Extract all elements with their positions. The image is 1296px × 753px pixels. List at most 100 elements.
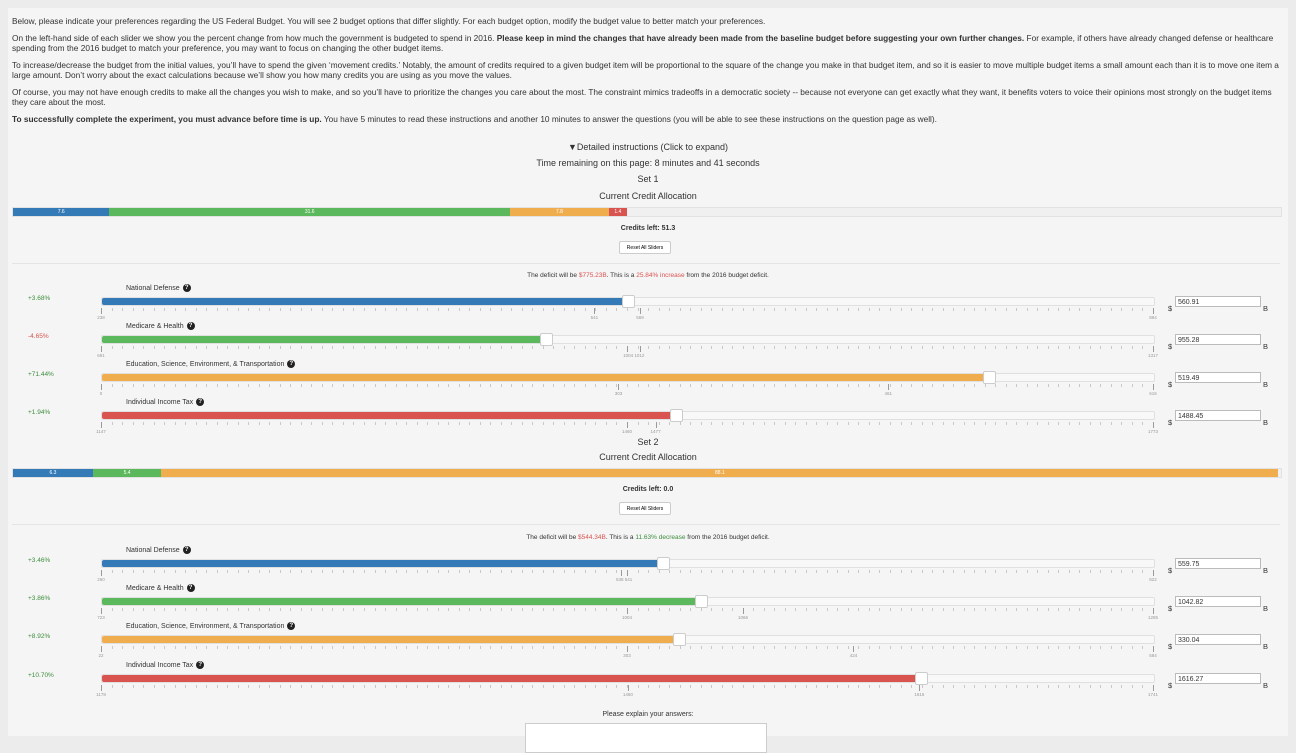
major-tick (640, 346, 642, 352)
minor-tick (521, 346, 523, 349)
set2-reset-button[interactable]: Reset All Sliders (619, 502, 671, 515)
minor-tick (763, 570, 765, 573)
tick-label: 1773 (1147, 429, 1159, 434)
minor-tick (500, 346, 502, 349)
minor-tick (185, 570, 187, 573)
minor-tick (342, 422, 344, 425)
minor-tick (826, 570, 828, 573)
slider-handle[interactable] (540, 333, 554, 346)
billion-unit: B (1263, 380, 1269, 389)
minor-tick (974, 422, 976, 425)
minor-tick (648, 422, 650, 425)
minor-tick (132, 384, 134, 387)
minor-tick (563, 685, 565, 688)
question-circle-icon[interactable]: ? (196, 661, 205, 669)
question-circle-icon[interactable]: ? (186, 584, 195, 592)
education-science-environment-transportation-slider[interactable] (101, 633, 1155, 646)
slider-handle[interactable] (983, 371, 997, 384)
slider-fill (102, 336, 547, 343)
minor-tick (763, 608, 765, 611)
explain-label: Please explain your answers: (602, 711, 694, 718)
set2-alloc-title: Current Credit Allocation (599, 452, 697, 462)
minor-tick (521, 608, 523, 611)
minor-tick (500, 570, 502, 573)
question-circle-icon[interactable]: ? (182, 284, 191, 292)
instructions-text: For example, if others have already chan… (12, 33, 1274, 53)
minor-tick (164, 608, 166, 611)
minor-tick (847, 308, 849, 311)
individual-income-tax-slider[interactable] (101, 672, 1155, 685)
minor-tick (858, 384, 860, 387)
minor-tick (805, 608, 807, 611)
minor-tick (890, 646, 891, 649)
medicare-health-value-input[interactable]: 1042.82 (1175, 596, 1261, 607)
individual-income-tax-value-input[interactable]: 1616.27 (1175, 673, 1261, 684)
individual-income-tax-slider[interactable] (101, 409, 1155, 422)
minor-tick (900, 570, 902, 573)
minor-tick (532, 570, 534, 573)
medicare-health-slider[interactable] (101, 333, 1155, 346)
education-science-environment-transportation-value-input[interactable]: 330.04 (1175, 634, 1261, 645)
slider-handle[interactable] (621, 295, 635, 308)
minor-tick (942, 384, 944, 387)
slider-handle[interactable] (669, 409, 683, 422)
minor-tick (1026, 685, 1028, 688)
tick-label: 1460 (622, 692, 633, 697)
minor-tick (258, 422, 260, 425)
minor-tick (942, 685, 944, 688)
minor-tick (942, 308, 944, 311)
minor-tick (1079, 646, 1081, 649)
national-defense-slider[interactable] (101, 557, 1155, 570)
minor-tick (1016, 685, 1018, 688)
question-circle-icon[interactable]: ? (196, 398, 205, 406)
education-science-environment-transportation-slider[interactable] (101, 371, 1155, 384)
minor-tick (1016, 346, 1018, 349)
question-circle-icon[interactable]: ? (186, 322, 195, 330)
minor-tick (1058, 308, 1060, 311)
question-circle-icon[interactable]: ? (182, 546, 191, 554)
national-defense-slider[interactable] (101, 295, 1155, 308)
slider-handle[interactable] (914, 672, 928, 685)
education-science-environment-transportation-value-input[interactable]: 519.49 (1175, 372, 1261, 383)
minor-tick (627, 384, 628, 387)
minor-tick (753, 346, 755, 349)
minor-tick (395, 308, 397, 311)
minor-tick (1026, 608, 1028, 611)
minor-tick (605, 346, 607, 349)
minor-tick (206, 308, 208, 311)
slider-handle[interactable] (657, 557, 671, 570)
minor-tick (132, 570, 134, 573)
minor-tick (658, 570, 660, 573)
minor-tick (721, 422, 723, 425)
minor-tick (395, 608, 397, 611)
slider-handle[interactable] (694, 595, 708, 608)
explain-textarea[interactable] (525, 723, 767, 753)
medicare-health-slider[interactable] (101, 595, 1155, 608)
question-circle-icon[interactable]: ? (287, 360, 296, 368)
minor-tick (700, 608, 702, 611)
minor-tick (690, 608, 692, 611)
national-defense-value-input[interactable]: 560.91 (1175, 296, 1261, 307)
minor-tick (458, 570, 460, 573)
minor-tick (595, 570, 597, 573)
minor-tick (185, 646, 187, 649)
slider-ticks: 1147 1460 1477 1773 (96, 422, 1158, 434)
minor-tick (574, 346, 576, 349)
minor-tick (637, 346, 639, 349)
minor-tick (153, 384, 155, 387)
minor-tick (490, 422, 492, 425)
question-circle-icon[interactable]: ? (287, 622, 296, 630)
minor-tick (332, 570, 334, 573)
set1-reset-button[interactable]: Reset All Sliders (619, 241, 671, 254)
individual-income-tax-value-input[interactable]: 1488.45 (1175, 410, 1261, 421)
medicare-health-value-input[interactable]: 955.28 (1175, 334, 1261, 345)
minor-tick (584, 685, 586, 688)
minor-tick (984, 570, 986, 573)
minor-tick (995, 646, 997, 649)
national-defense-value-input[interactable]: 559.75 (1175, 558, 1261, 569)
minor-tick (364, 384, 365, 387)
minor-tick (1037, 384, 1039, 387)
slider-handle[interactable] (672, 633, 686, 646)
item-name: Medicare & Health (126, 584, 184, 592)
details-toggle[interactable]: ▼Detailed instructions (Click to expand) (568, 142, 728, 152)
